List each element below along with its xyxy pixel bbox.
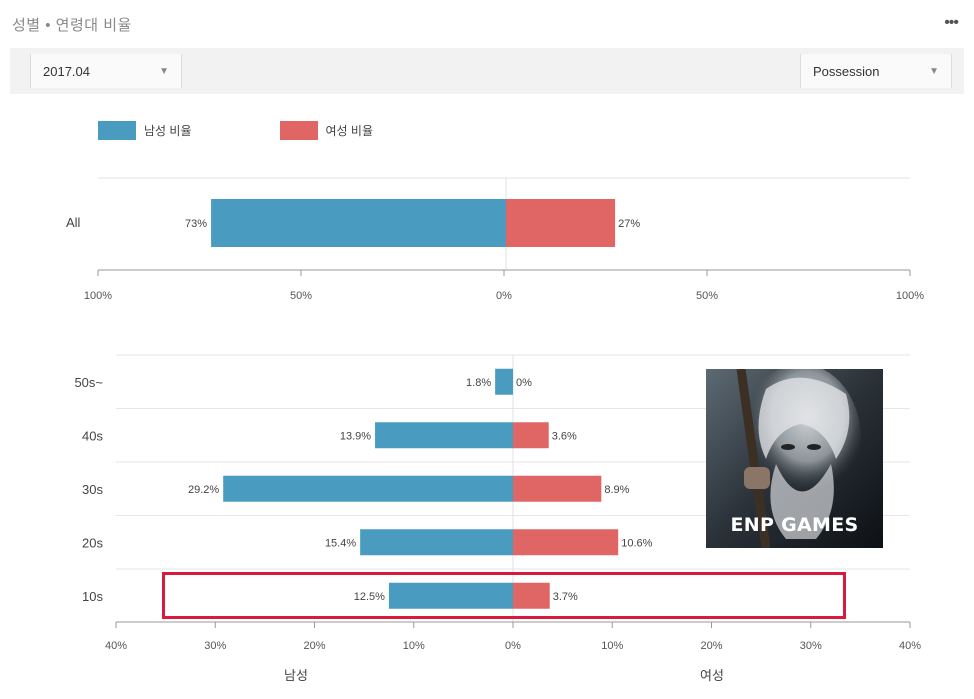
period-select[interactable]: 2017.04 ▼: [30, 54, 182, 88]
category-label: 50s~: [74, 375, 103, 390]
filter-bar: 2017.04 ▼ Possession ▼: [10, 48, 964, 94]
data-label-male: 73%: [185, 218, 207, 230]
bar-male: [211, 199, 506, 247]
legend-swatch-male: [98, 121, 136, 140]
data-label-female: 3.6%: [552, 430, 577, 442]
bar-male: [360, 529, 513, 556]
bar-male: [495, 368, 513, 395]
legend-item-male[interactable]: 남성 비율: [98, 121, 192, 140]
category-label: 10s: [82, 589, 103, 604]
data-label-male: 12.5%: [354, 591, 385, 603]
category-label: 30s: [82, 482, 103, 497]
bar-female: [513, 422, 549, 449]
x-tick-label: 40%: [105, 640, 127, 652]
chart-legend: 남성 비율 여성 비율: [98, 121, 461, 140]
logo-text: ENP GAMES: [730, 514, 859, 536]
data-label-male: 15.4%: [325, 537, 356, 549]
chevron-down-icon: ▼: [929, 65, 939, 77]
x-tick-label: 10%: [601, 640, 623, 652]
x-axis-title-female: 여성: [700, 669, 724, 684]
legend-swatch-female: [279, 121, 318, 140]
bar-female: [513, 475, 602, 502]
x-tick-label: 100%: [896, 290, 924, 302]
bar-female: [513, 582, 550, 609]
data-label-female: 10.6%: [621, 537, 652, 549]
x-tick-label: 20%: [700, 640, 722, 652]
data-label-female: 3.7%: [553, 591, 578, 603]
x-tick-label: 10%: [403, 640, 425, 652]
x-tick-label: 20%: [303, 640, 325, 652]
data-label-male: 13.9%: [340, 430, 371, 442]
x-tick-label: 50%: [696, 290, 718, 302]
bar-male: [388, 582, 513, 609]
legend-label-male: 남성 비율: [144, 124, 192, 138]
category-label: All: [66, 215, 81, 230]
data-label-male: 29.2%: [188, 484, 219, 496]
chart-title: 성별 • 연령대 비율: [12, 17, 132, 34]
x-tick-label: 50%: [290, 290, 312, 302]
data-label-female: 0%: [516, 377, 532, 389]
x-axis-title-male: 남성: [284, 669, 308, 684]
period-select-value: 2017.04: [43, 63, 90, 79]
highlight-box-10s: [162, 572, 846, 619]
bar-female: [513, 529, 619, 556]
category-label: 40s: [82, 428, 103, 443]
legend-item-female[interactable]: 여성 비율: [279, 121, 374, 140]
x-tick-label: 30%: [800, 640, 822, 652]
x-tick-label: 30%: [204, 640, 226, 652]
data-label-female: 8.9%: [604, 484, 629, 496]
data-label-female: 27%: [618, 218, 640, 230]
metric-select[interactable]: Possession ▼: [800, 54, 952, 88]
x-tick-label: 100%: [84, 290, 112, 302]
category-label: 20s: [82, 535, 103, 550]
bar-female: [506, 199, 616, 247]
x-tick-label: 40%: [899, 640, 921, 652]
metric-select-value: Possession: [813, 63, 880, 79]
data-label-male: 1.8%: [466, 377, 491, 389]
chevron-down-icon: ▼: [159, 65, 169, 77]
bar-male: [375, 422, 513, 449]
x-tick-label: 0%: [505, 640, 521, 652]
enp-games-logo: ENP GAMES: [706, 369, 883, 548]
more-icon[interactable]: •••: [944, 14, 959, 31]
bar-male: [223, 475, 513, 502]
legend-label-female: 여성 비율: [325, 124, 374, 138]
x-tick-label: 0%: [496, 290, 512, 302]
